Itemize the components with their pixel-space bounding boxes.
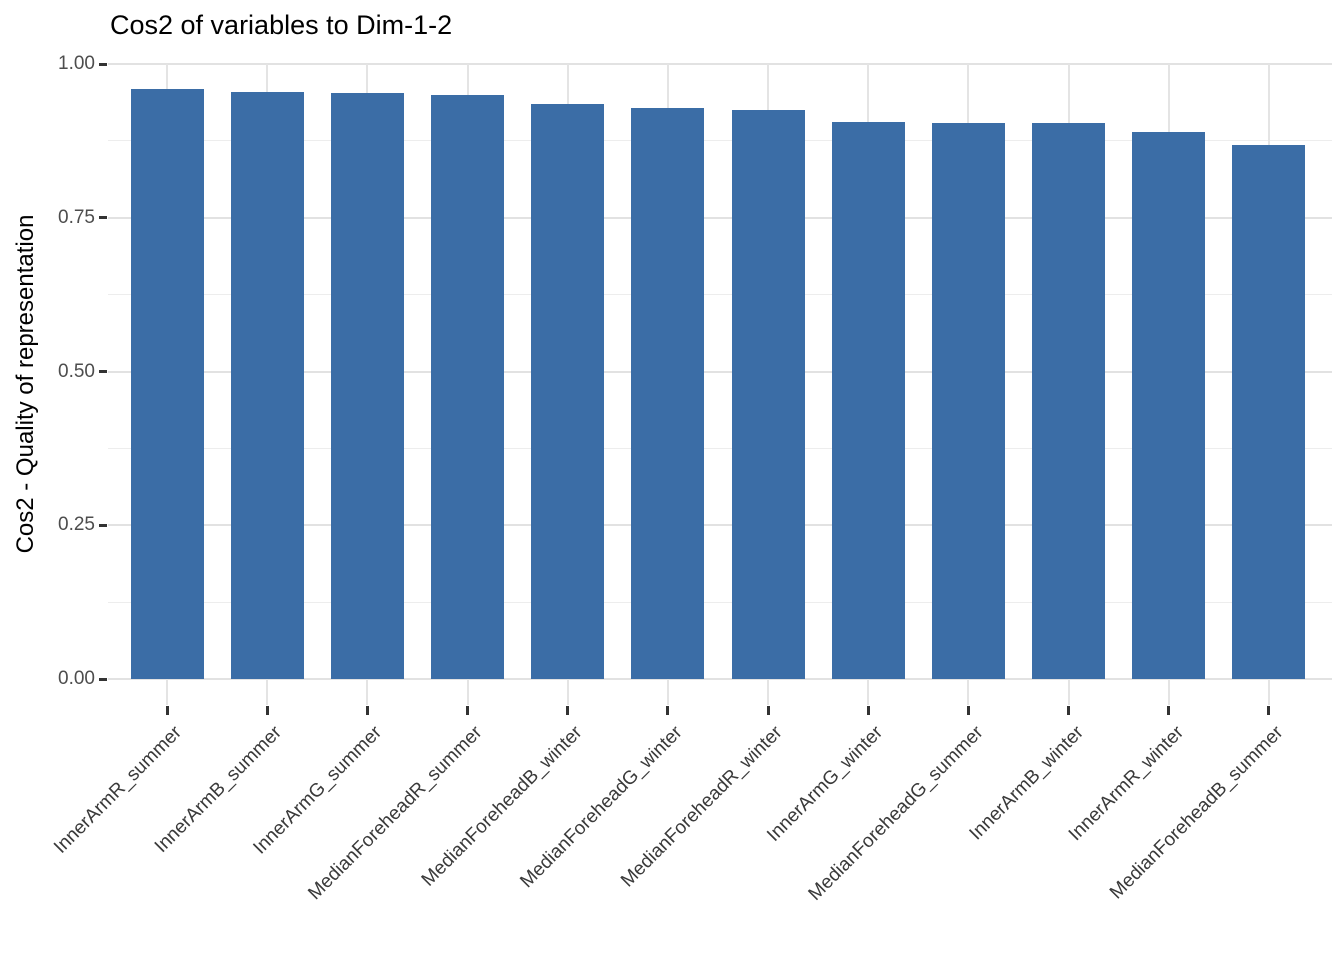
bar-InnerArmR_summer: [130, 88, 204, 679]
y-tick-label: 0.75: [58, 206, 95, 228]
x-tick-label-MedianForeheadR_winter: MedianForeheadR_winter: [617, 722, 787, 892]
x-tick-mark: [1267, 706, 1271, 715]
bar-MedianForeheadG_summer: [931, 123, 1005, 679]
minor-gridline: [108, 294, 1332, 296]
x-tick-mark: [1167, 706, 1171, 715]
minor-gridline: [108, 601, 1332, 603]
x-tick-mark: [566, 706, 570, 715]
bar-InnerArmG_winter: [831, 122, 905, 679]
y-tick-mark: [99, 677, 107, 681]
x-tick-mark: [365, 706, 369, 715]
major-gridline: [108, 63, 1332, 65]
x-tick-label-MedianForeheadR_summer: MedianForeheadR_summer: [304, 722, 487, 905]
y-tick-mark: [99, 62, 107, 66]
y-tick-label: 0.00: [58, 668, 95, 689]
x-tick-label-MedianForeheadB_summer: MedianForeheadB_summer: [1106, 722, 1288, 904]
bar-InnerArmR_winter: [1132, 132, 1206, 679]
bar-MedianForeheadR_winter: [731, 109, 805, 679]
x-tick-label-MedianForeheadB_winter: MedianForeheadB_winter: [417, 722, 587, 891]
x-tick-label-MedianForeheadG_winter: MedianForeheadG_winter: [516, 722, 687, 893]
y-tick-label: 0.25: [58, 514, 95, 536]
y-tick-mark: [99, 216, 107, 220]
x-tick-mark: [966, 706, 970, 715]
x-tick-mark: [1067, 706, 1071, 715]
bar-MedianForeheadG_winter: [631, 108, 705, 679]
x-tick-mark: [466, 706, 470, 715]
y-tick-mark: [99, 523, 107, 527]
y-tick-mark: [99, 370, 107, 373]
x-tick-mark: [766, 706, 770, 715]
minor-gridline: [108, 447, 1332, 449]
y-tick-label: 0.50: [58, 360, 95, 382]
x-tick-mark: [666, 706, 670, 715]
plot-panel: [108, 63, 1332, 705]
x-tick-mark: [265, 706, 269, 715]
bar-InnerArmG_summer: [330, 92, 404, 679]
bar-MedianForeheadB_summer: [1232, 145, 1306, 679]
y-axis-title: Cos2 - Quality of representation: [12, 214, 39, 554]
bar-MedianForeheadR_summer: [431, 95, 505, 679]
x-tick-mark: [866, 706, 870, 715]
x-tick-mark: [165, 706, 169, 715]
x-tick-label-MedianForeheadG_summer: MedianForeheadG_summer: [804, 722, 988, 905]
major-gridline: [108, 678, 1332, 680]
bar-InnerArmB_summer: [230, 91, 304, 679]
major-gridline: [108, 524, 1332, 527]
major-gridline: [108, 370, 1332, 373]
major-gridline: [108, 216, 1332, 219]
bar-InnerArmB_winter: [1032, 123, 1106, 679]
bar-MedianForeheadB_winter: [531, 103, 605, 679]
y-tick-label: 1.00: [58, 53, 95, 74]
minor-gridline: [108, 140, 1332, 142]
chart-title: Cos2 of variables to Dim-1-2: [110, 10, 453, 40]
